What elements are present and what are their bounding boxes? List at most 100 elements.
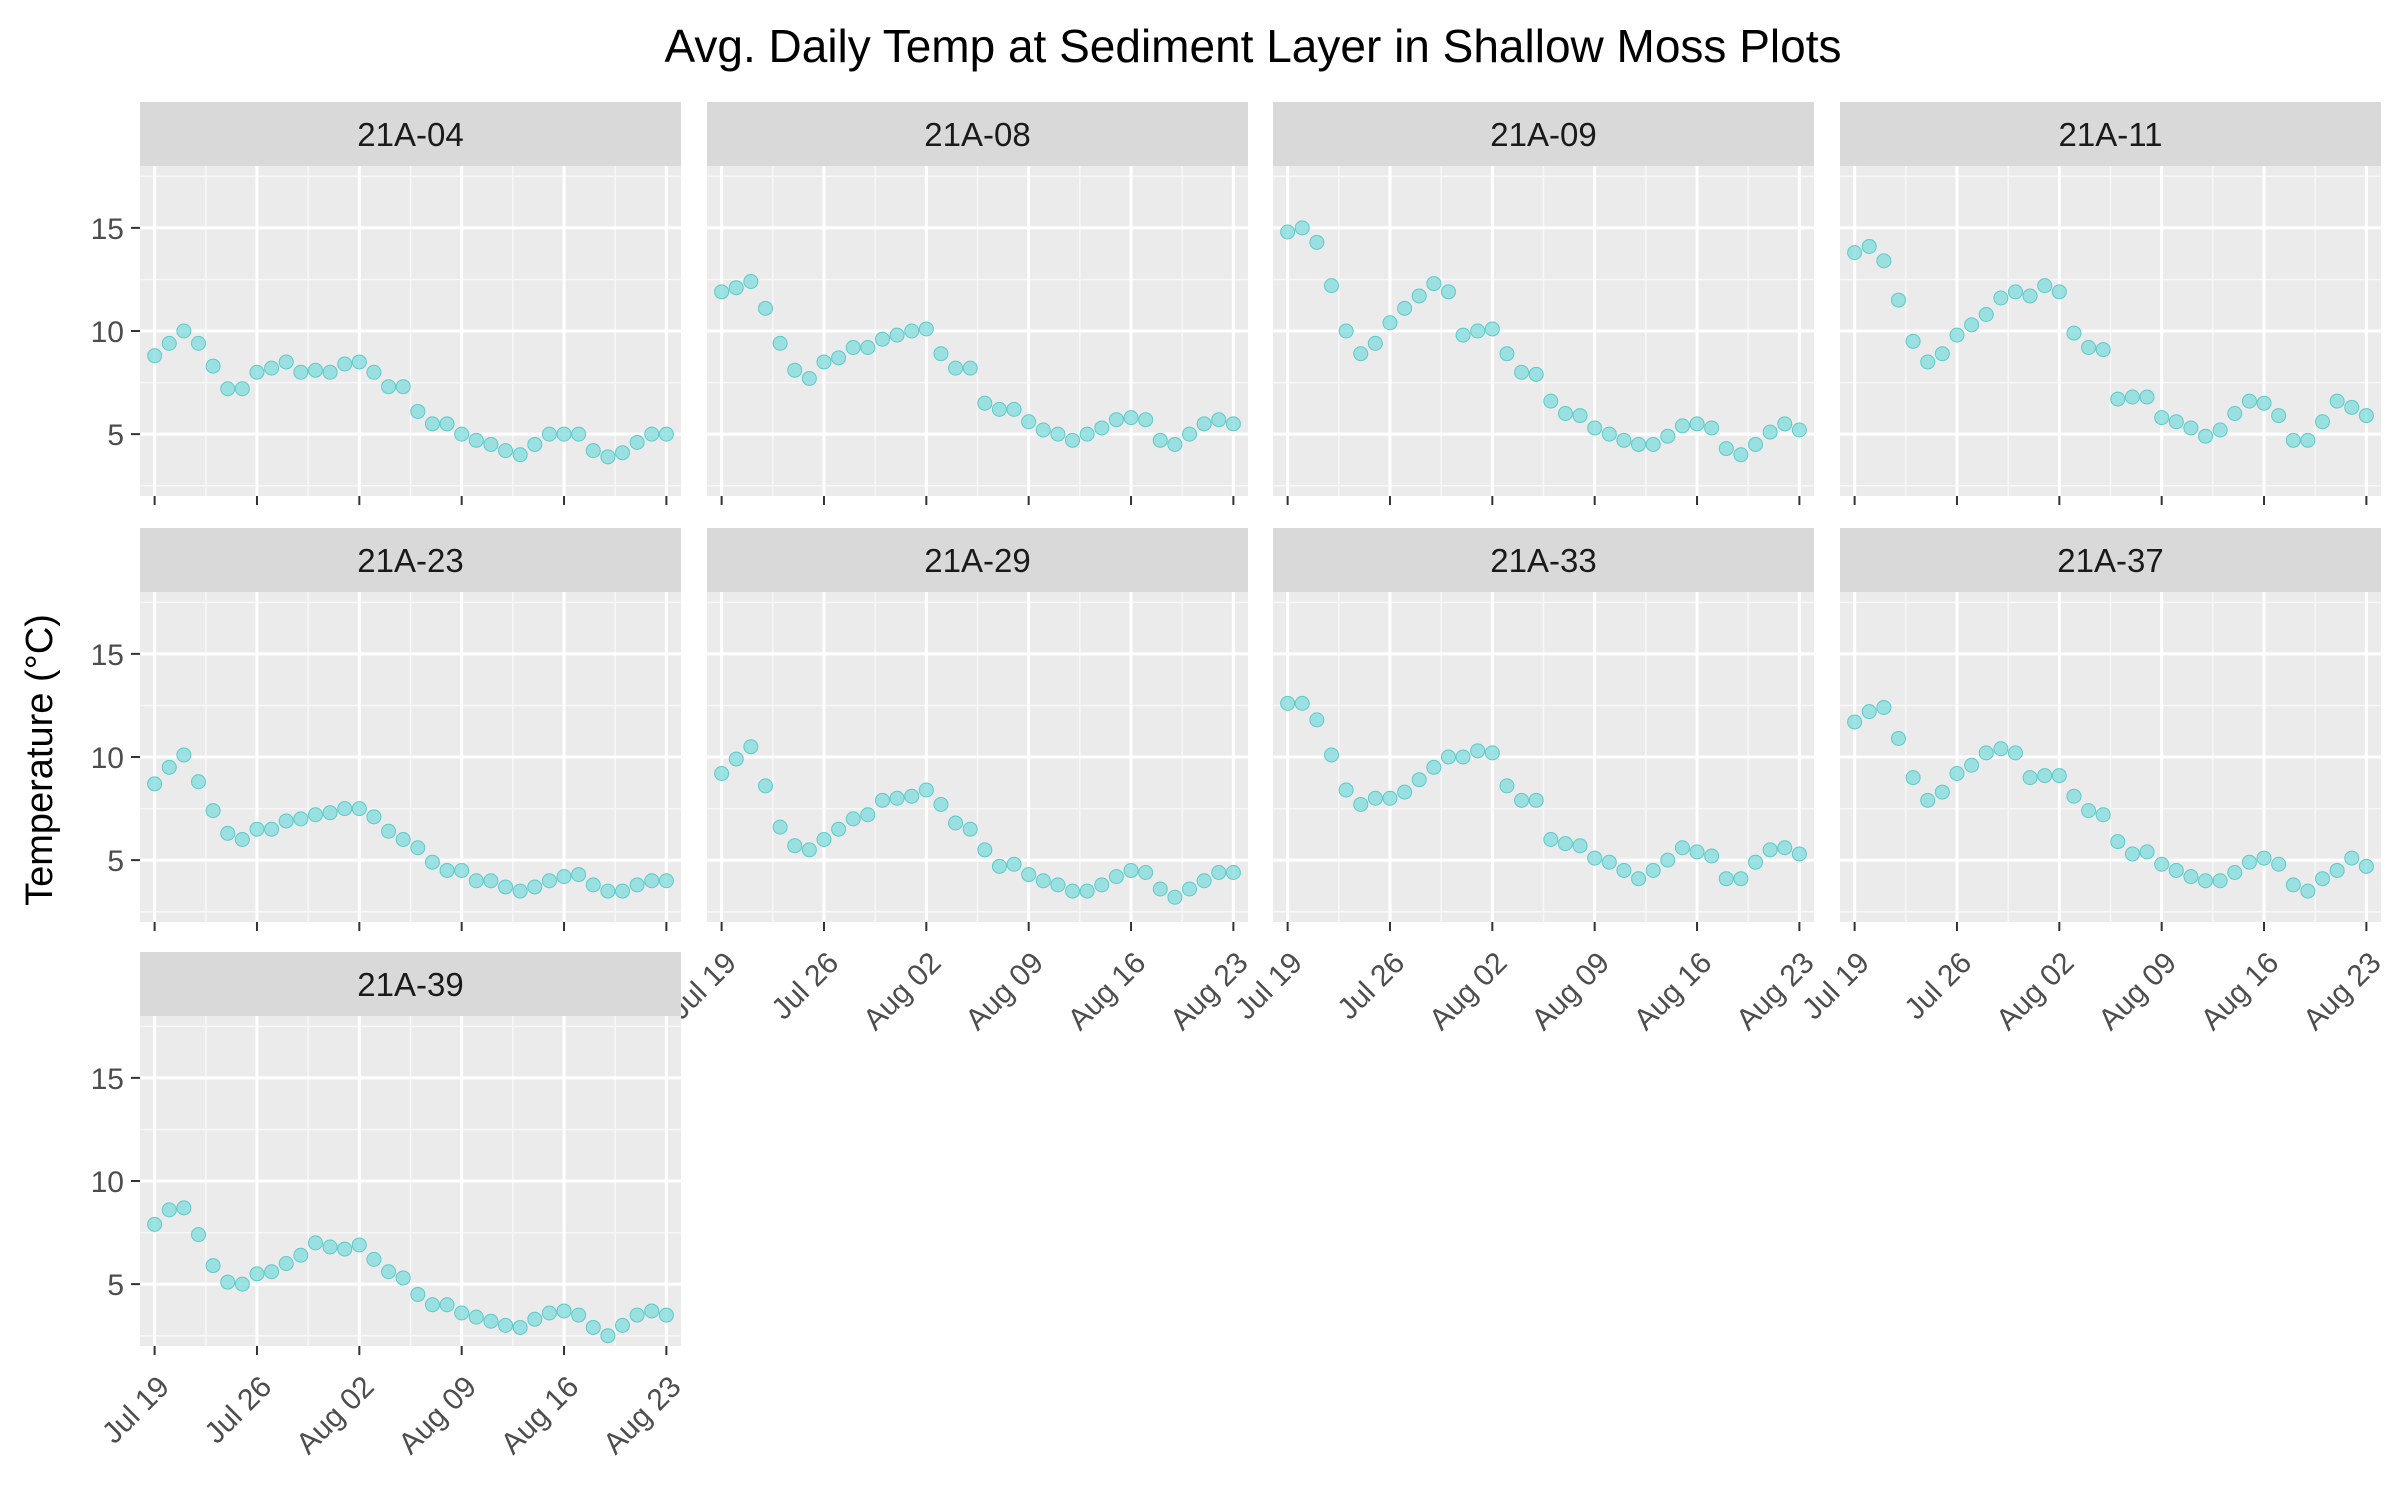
data-point (395, 1270, 411, 1286)
data-point (2183, 420, 2199, 436)
data-point (644, 426, 660, 442)
data-point (366, 809, 382, 825)
facet-strip (1840, 528, 2381, 592)
data-point (234, 832, 250, 847)
y-tick-label: 5 (107, 845, 124, 878)
data-point (1993, 741, 2009, 757)
data-point (2300, 432, 2316, 448)
chart-title: Avg. Daily Temp at Sediment Layer in Sha… (665, 20, 1842, 72)
data-point (787, 362, 803, 378)
data-point (1674, 840, 1690, 856)
data-point (556, 426, 572, 442)
data-point (962, 360, 978, 376)
facet-strip-label: 21A-29 (924, 542, 1030, 579)
data-point (1949, 766, 1965, 781)
data-point (1514, 792, 1530, 808)
data-point (2110, 834, 2126, 850)
data-point (816, 832, 832, 847)
data-point (991, 858, 1007, 874)
data-point (249, 364, 265, 380)
data-point (1557, 836, 1573, 852)
y-tick-label: 15 (91, 1063, 124, 1096)
data-point (2256, 395, 2272, 411)
data-point (772, 335, 788, 351)
data-point (395, 832, 411, 847)
data-point (860, 807, 876, 823)
y-tick-label: 15 (91, 639, 124, 672)
data-point (1733, 871, 1749, 887)
data-point (1323, 747, 1339, 763)
y-tick-label: 10 (91, 742, 124, 775)
data-point (629, 1307, 645, 1323)
data-point (1674, 418, 1690, 434)
data-point (1323, 278, 1339, 294)
data-point (1440, 284, 1456, 300)
data-point (161, 1202, 177, 1218)
data-point (468, 873, 484, 889)
data-point (381, 823, 397, 839)
data-point (1353, 346, 1369, 362)
data-point (1791, 422, 1807, 438)
x-tick-label: Aug 09 (1525, 946, 1616, 1037)
data-point (585, 877, 601, 893)
data-point (2183, 869, 2199, 885)
data-point (2329, 862, 2345, 878)
data-point (1905, 333, 1921, 349)
y-tick-label: 5 (107, 1269, 124, 1302)
data-point (439, 862, 455, 878)
data-point (293, 1247, 309, 1263)
x-tick-label: Aug 23 (597, 1370, 688, 1461)
data-point (2022, 770, 2038, 786)
data-point (889, 327, 905, 343)
facet-strip-label: 21A-23 (357, 542, 463, 579)
data-point (1367, 335, 1383, 351)
facet-strip (707, 102, 1248, 166)
data-point (644, 873, 660, 889)
data-point (278, 354, 294, 370)
data-point (743, 739, 759, 755)
data-point (1397, 784, 1413, 800)
data-point (1514, 364, 1530, 380)
data-point (249, 821, 265, 837)
data-point (278, 1256, 294, 1271)
data-point (1572, 408, 1588, 424)
data-point (2329, 393, 2345, 409)
data-point (307, 1235, 323, 1251)
data-point (2168, 862, 2184, 878)
facet-strip-label: 21A-39 (357, 966, 463, 1003)
data-point (147, 1216, 163, 1232)
data-point (874, 792, 890, 808)
data-point (337, 356, 353, 372)
data-point (904, 788, 920, 804)
facet-strip (140, 528, 681, 592)
data-point (933, 346, 949, 362)
data-point (801, 842, 817, 858)
data-point (1094, 420, 1110, 436)
data-point (293, 364, 309, 380)
data-point (1704, 420, 1720, 436)
data-point (439, 416, 455, 432)
y-tick-label: 15 (91, 213, 124, 246)
data-point (2344, 399, 2360, 415)
data-point (2198, 428, 2214, 444)
data-point (512, 1319, 528, 1335)
data-point (351, 801, 367, 817)
data-point (366, 364, 382, 380)
data-point (1601, 854, 1617, 870)
facet-panel: 21A-04 5 10 15 (91, 102, 681, 505)
data-point (1572, 838, 1588, 854)
data-point (454, 426, 470, 442)
data-point (366, 1251, 382, 1267)
data-point (220, 825, 236, 841)
data-point (234, 1276, 250, 1292)
data-point (498, 1317, 514, 1333)
data-point (2256, 850, 2272, 866)
data-point (2066, 325, 2082, 341)
data-point (410, 403, 426, 419)
data-point (190, 335, 206, 351)
data-point (1689, 844, 1705, 860)
data-point (2154, 410, 2170, 426)
data-point (714, 766, 730, 781)
data-point (2081, 803, 2097, 819)
